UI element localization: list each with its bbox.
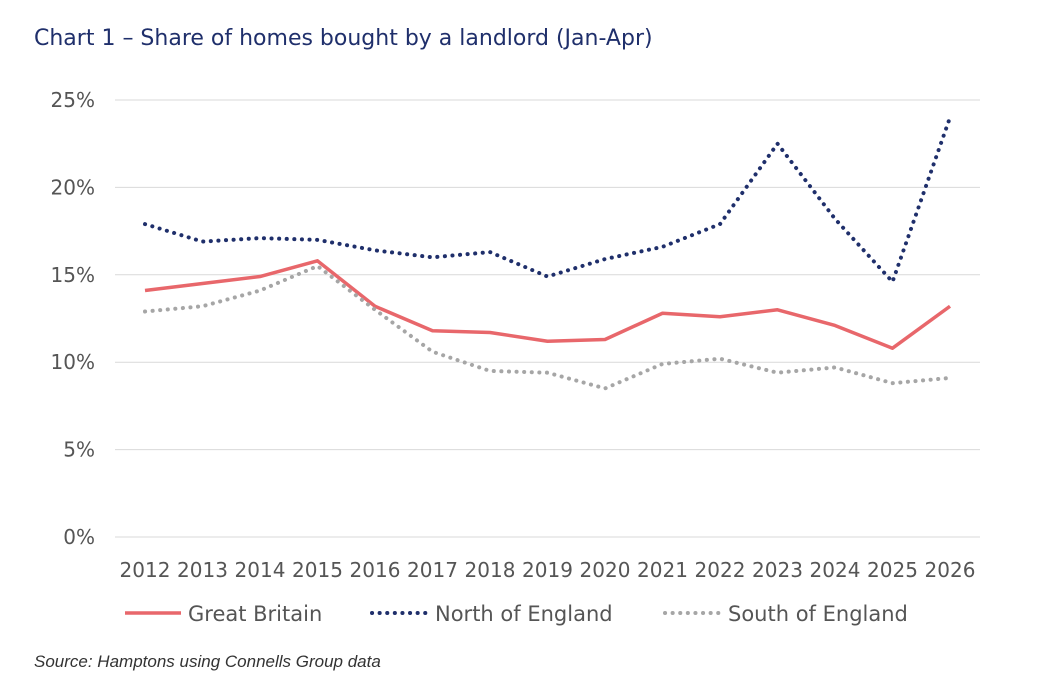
source-note: Source: Hamptons using Connells Group da… xyxy=(34,652,381,671)
series-line-south-of-england xyxy=(143,263,952,391)
x-tick-label: 2014 xyxy=(235,558,286,582)
series-line-north-of-england xyxy=(143,115,952,286)
series-lines xyxy=(143,115,952,391)
line-chart: 0%5%10%15%20%25% 2012 2013 2014 2015 2016 201… xyxy=(51,88,980,626)
series-line-great-britain xyxy=(144,259,952,350)
x-tick-label: 2017 xyxy=(407,558,458,582)
gridlines xyxy=(115,99,980,538)
x-tick-label: 2024 xyxy=(810,558,861,582)
y-tick-label: 5% xyxy=(63,438,95,462)
legend: Great Britain North of England South of En… xyxy=(125,602,908,626)
x-tick-label: 2019 xyxy=(522,558,573,582)
x-tick-label: 2022 xyxy=(695,558,746,582)
x-tick-label: 2026 xyxy=(925,558,976,582)
x-tick-label: 2023 xyxy=(752,558,803,582)
x-tick-label: 2013 xyxy=(177,558,228,582)
y-tick-label: 15% xyxy=(51,263,95,287)
y-tick-label: 10% xyxy=(51,350,95,374)
y-axis-ticks: 0% 5% 10% 15% 20% 25% xyxy=(51,88,95,549)
x-tick-label: 2016 xyxy=(350,558,401,582)
chart-title: Chart 1 – Share of homes bought by a lan… xyxy=(34,26,653,51)
y-tick-label: 0% xyxy=(63,525,95,549)
legend-label: Great Britain xyxy=(188,602,322,626)
x-tick-label: 2021 xyxy=(637,558,688,582)
x-tick-label: 2020 xyxy=(580,558,631,582)
x-tick-label: 2015 xyxy=(292,558,343,582)
y-tick-label: 20% xyxy=(51,175,95,199)
y-tick-label: 25% xyxy=(51,88,95,112)
x-axis-ticks: 2012 2013 2014 2015 2016 2017 2018 2019 2020 2021… xyxy=(120,558,976,582)
x-tick-label: 2012 xyxy=(120,558,171,582)
x-tick-label: 2018 xyxy=(465,558,516,582)
legend-label: North of England xyxy=(435,602,613,626)
x-tick-label: 2025 xyxy=(867,558,918,582)
legend-label: South of England xyxy=(728,602,908,626)
